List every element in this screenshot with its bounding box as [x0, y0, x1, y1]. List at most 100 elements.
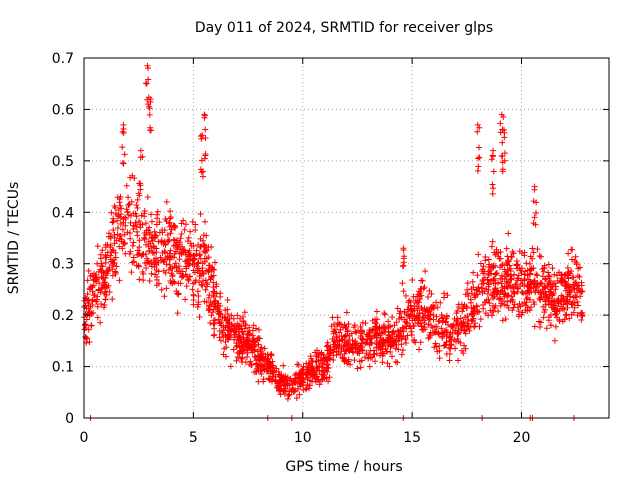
data-point	[289, 386, 296, 393]
data-point	[323, 343, 330, 350]
data-point	[211, 317, 218, 324]
data-point	[108, 209, 115, 216]
data-point	[327, 346, 334, 353]
data-point	[561, 316, 568, 323]
data-point	[394, 359, 401, 366]
data-point	[517, 303, 524, 310]
data-point	[548, 283, 555, 290]
data-point	[505, 258, 512, 265]
data-point	[545, 261, 552, 268]
data-point	[132, 210, 139, 217]
data-point	[562, 281, 569, 288]
data-point	[392, 358, 399, 365]
data-point	[147, 96, 154, 103]
data-point	[379, 329, 386, 336]
data-point	[233, 357, 240, 364]
data-point	[551, 337, 558, 344]
data-point	[173, 288, 180, 295]
data-point	[406, 297, 413, 304]
data-point	[313, 358, 320, 365]
data-point	[398, 341, 405, 348]
data-point	[92, 277, 99, 284]
data-point	[262, 355, 269, 362]
data-point	[237, 348, 244, 355]
data-point	[280, 388, 287, 395]
data-point	[461, 322, 468, 329]
data-point	[136, 243, 143, 250]
data-point	[243, 334, 250, 341]
data-point	[542, 294, 549, 301]
data-point	[471, 323, 478, 330]
data-point	[300, 363, 307, 370]
data-point	[504, 298, 511, 305]
data-point	[457, 327, 464, 334]
data-point	[417, 320, 424, 327]
data-point	[210, 306, 217, 313]
data-point	[139, 153, 146, 160]
data-point	[207, 319, 214, 326]
data-point	[380, 324, 387, 331]
y-axis-label: SRMTID / TECUs	[6, 182, 22, 295]
data-point	[208, 273, 215, 280]
data-point	[159, 226, 166, 233]
data-point	[395, 346, 402, 353]
data-point	[476, 288, 483, 295]
data-point	[233, 324, 240, 331]
data-point	[562, 287, 569, 294]
data-point	[186, 273, 193, 280]
data-point	[490, 147, 497, 154]
data-point	[476, 154, 483, 161]
data-point	[167, 208, 174, 215]
data-point	[401, 308, 408, 315]
data-point	[130, 225, 137, 232]
data-point	[309, 370, 316, 377]
data-point	[521, 277, 528, 284]
data-point	[189, 218, 196, 225]
data-point	[98, 300, 105, 307]
data-point	[427, 329, 434, 336]
x-tick-label: 5	[189, 430, 198, 446]
data-point	[542, 284, 549, 291]
data-point	[475, 144, 482, 151]
data-point	[443, 313, 450, 320]
data-point	[200, 173, 207, 180]
data-point	[460, 319, 467, 326]
data-point	[555, 300, 562, 307]
data-point	[281, 381, 288, 388]
data-point	[125, 212, 132, 219]
data-point	[374, 316, 381, 323]
data-point	[185, 234, 192, 241]
data-point	[161, 293, 168, 300]
data-point	[203, 279, 210, 286]
data-point	[93, 278, 100, 285]
data-point	[493, 270, 500, 277]
data-point	[367, 327, 374, 334]
data-point	[111, 240, 118, 247]
data-point	[195, 259, 202, 266]
data-point	[498, 153, 505, 160]
data-point	[526, 296, 533, 303]
data-point	[334, 333, 341, 340]
data-point	[345, 346, 352, 353]
data-point	[341, 321, 348, 328]
data-point	[446, 357, 453, 364]
y-tick-label: 0.6	[52, 102, 74, 118]
data-point	[316, 381, 323, 388]
data-point	[181, 226, 188, 233]
data-point	[148, 270, 155, 277]
data-point	[114, 225, 121, 232]
data-point	[505, 230, 512, 237]
data-point	[166, 220, 173, 227]
data-point	[196, 273, 203, 280]
data-point	[501, 150, 508, 157]
data-point	[576, 287, 583, 294]
data-point	[86, 312, 93, 319]
data-point	[578, 279, 585, 286]
data-point	[146, 224, 153, 231]
data-point	[286, 388, 293, 395]
data-point	[178, 230, 185, 237]
data-point	[513, 261, 520, 268]
data-point	[572, 293, 579, 300]
data-point	[355, 327, 362, 334]
y-tick-label: 0.4	[52, 205, 74, 221]
